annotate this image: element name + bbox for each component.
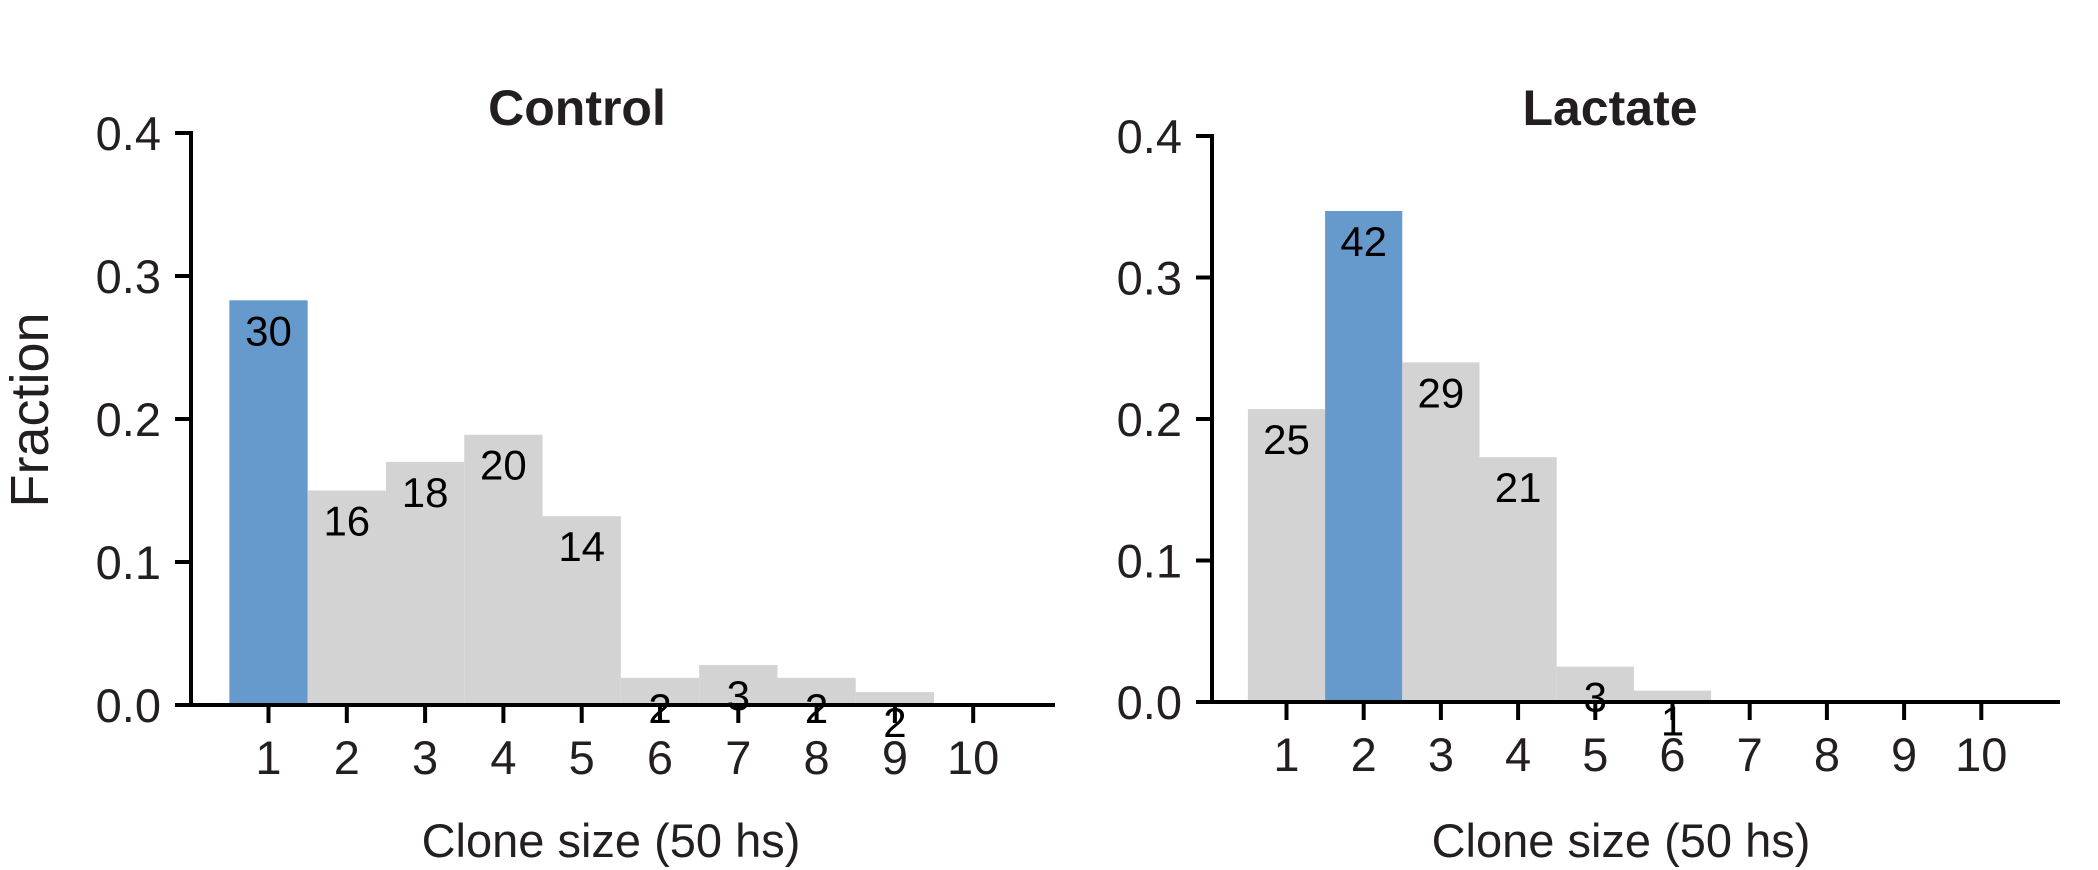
x-tick-label: 10 xyxy=(1955,728,2007,781)
bar-9 xyxy=(855,692,935,705)
x-tick-label: 3 xyxy=(412,731,438,784)
bar-2 xyxy=(1325,210,1403,702)
data-label: 29 xyxy=(1418,369,1465,416)
x-axis-label: Clone size (50 hs) xyxy=(422,814,801,867)
y-tick-label: 0.3 xyxy=(96,250,161,303)
data-label: 16 xyxy=(323,498,370,545)
data-label: 20 xyxy=(480,442,527,489)
x-tick-label: 1 xyxy=(1273,728,1299,781)
y-tick-label: 0.2 xyxy=(1117,393,1182,446)
chart-title: Control xyxy=(488,80,666,136)
x-tick-label: 7 xyxy=(725,731,751,784)
x-tick-label: 4 xyxy=(490,731,516,784)
bar-3 xyxy=(1402,362,1480,702)
x-tick-label: 6 xyxy=(1659,728,1685,781)
x-tick-label: 9 xyxy=(882,731,908,784)
x-tick-label: 3 xyxy=(1428,728,1454,781)
data-label: 18 xyxy=(402,469,449,516)
x-axis-label: Clone size (50 hs) xyxy=(1432,814,1811,867)
x-tick-label: 6 xyxy=(647,731,673,784)
y-tick-label: 0.2 xyxy=(96,393,161,446)
y-axis-label: Fraction xyxy=(0,312,60,507)
x-tick-label: 7 xyxy=(1737,728,1763,781)
bar-1 xyxy=(229,300,308,705)
x-tick-label: 9 xyxy=(1891,728,1917,781)
chart-title: Lactate xyxy=(1522,80,1697,136)
bar-2 xyxy=(307,490,386,705)
bar-1 xyxy=(1247,409,1326,702)
bar-3 xyxy=(385,461,465,705)
bar-5 xyxy=(542,516,621,705)
bar-5 xyxy=(1556,666,1634,702)
x-tick-label: 2 xyxy=(334,731,360,784)
bar-8 xyxy=(777,677,856,705)
bar-6 xyxy=(620,677,700,705)
x-tick-label: 8 xyxy=(804,731,830,784)
x-tick-label: 10 xyxy=(947,731,999,784)
y-tick-label: 0.1 xyxy=(96,536,161,589)
data-label: 1 xyxy=(1661,698,1684,745)
y-tick-label: 0.1 xyxy=(1117,535,1182,588)
x-tick-label: 4 xyxy=(1505,728,1531,781)
y-tick-label: 0.3 xyxy=(1117,252,1182,305)
y-tick-label: 0.0 xyxy=(96,679,161,732)
data-label: 30 xyxy=(245,307,292,354)
data-label: 3 xyxy=(1584,674,1607,721)
x-tick-label: 8 xyxy=(1814,728,1840,781)
x-tick-label: 5 xyxy=(569,731,595,784)
data-label: 42 xyxy=(1340,218,1387,265)
x-tick-label: 1 xyxy=(255,731,281,784)
bar-6 xyxy=(1633,690,1712,702)
bar-4 xyxy=(1479,457,1557,702)
y-tick-label: 0.4 xyxy=(1117,110,1182,163)
data-label: 3 xyxy=(727,672,750,719)
bar-7 xyxy=(699,664,778,705)
data-label: 21 xyxy=(1495,464,1542,511)
x-tick-label: 2 xyxy=(1351,728,1377,781)
bar-4 xyxy=(464,434,543,705)
y-tick-label: 0.0 xyxy=(1117,676,1182,729)
y-tick-label: 0.4 xyxy=(96,107,161,160)
data-label: 14 xyxy=(558,523,605,570)
x-tick-label: 5 xyxy=(1582,728,1608,781)
data-label: 25 xyxy=(1263,416,1310,463)
